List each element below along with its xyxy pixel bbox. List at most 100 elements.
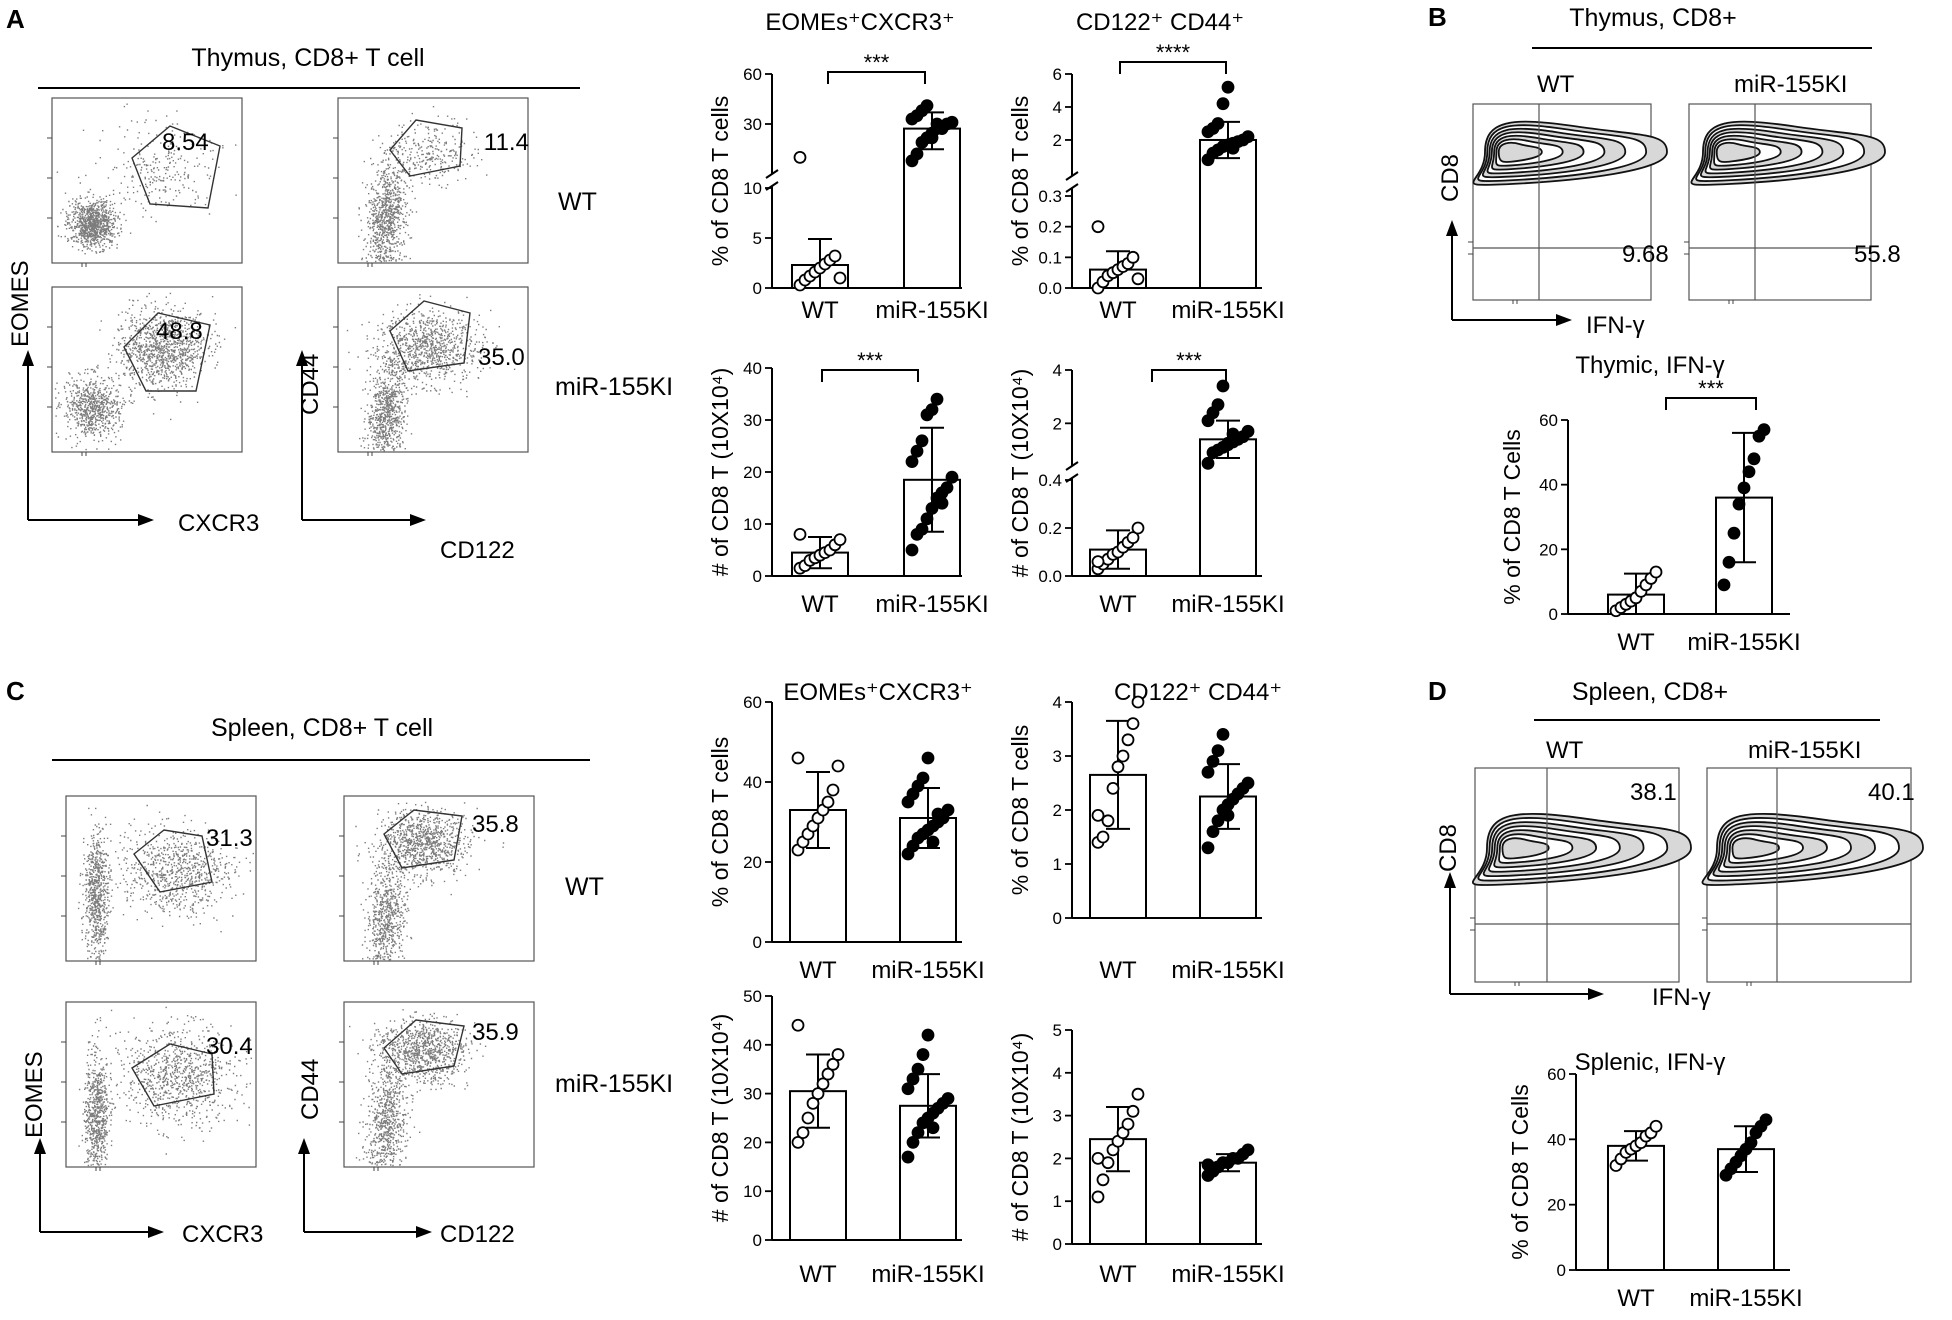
data-point-wt bbox=[1121, 733, 1135, 747]
y-tick-label: 2 bbox=[1053, 1149, 1062, 1168]
quadrant-value-b-wt: 9.68 bbox=[1622, 241, 1669, 268]
y-tick-label: 5 bbox=[1053, 1021, 1062, 1040]
data-point-wt bbox=[826, 783, 840, 797]
data-point-wt bbox=[806, 1096, 820, 1110]
data-point-mir-155ki bbox=[1241, 776, 1255, 790]
data-point-wt bbox=[1131, 695, 1145, 709]
x-category-label: miR-155KI bbox=[875, 591, 988, 618]
data-point-mir-155ki bbox=[905, 455, 919, 469]
data-point-mir-155ki bbox=[1744, 1136, 1758, 1149]
data-point-wt bbox=[1649, 1119, 1663, 1133]
axis-break-mark bbox=[765, 169, 779, 179]
panel-a-flow-axes bbox=[22, 350, 426, 526]
data-point-mir-155ki bbox=[1211, 814, 1225, 828]
significance-label: *** bbox=[864, 50, 890, 75]
data-point-mir-155ki bbox=[1737, 481, 1751, 495]
y-tick-label: 20 bbox=[743, 463, 762, 482]
data-point-wt bbox=[796, 1126, 810, 1140]
data-point-wt bbox=[1116, 749, 1130, 763]
data-point-wt bbox=[1091, 220, 1105, 234]
flow-plot-events bbox=[54, 292, 237, 451]
panel-d-col-ki: miR-155KI bbox=[1748, 737, 1861, 764]
data-point-wt bbox=[1091, 1152, 1105, 1165]
data-point-mir-155ki bbox=[925, 131, 939, 145]
chart-title: CD122⁺ CD44⁺ bbox=[1076, 9, 1244, 36]
data-point-mir-155ki bbox=[905, 543, 919, 557]
panel-letter-c: C bbox=[6, 676, 25, 706]
data-point-mir-155ki bbox=[1201, 1158, 1215, 1172]
data-point-wt bbox=[1096, 830, 1110, 844]
panel-c-row-label-wt: WT bbox=[565, 873, 604, 901]
y-tick-label: 0.3 bbox=[1038, 187, 1062, 206]
y-tick-label: 10 bbox=[743, 179, 762, 198]
data-point-wt bbox=[833, 271, 847, 285]
y-tick-label: 0 bbox=[1053, 909, 1062, 928]
data-point-mir-155ki bbox=[1221, 809, 1235, 822]
gate-polygon bbox=[131, 1043, 215, 1107]
data-point-wt bbox=[831, 1048, 845, 1061]
quadrant-value-d-wt: 38.1 bbox=[1630, 779, 1677, 806]
y-tick-label: 0 bbox=[1053, 1235, 1062, 1254]
y-tick-label: 40 bbox=[743, 359, 762, 378]
data-point-mir-155ki bbox=[925, 501, 939, 515]
flow-plot-a-eomes-ki bbox=[47, 286, 243, 456]
bar-chart-d-ifng: 0 20 40 60 % of CD8 T Cells Splenic, IFN-γ WT m… bbox=[1507, 1049, 1803, 1312]
y-tick-label: 3 bbox=[1053, 1107, 1062, 1126]
panel-letter-d: D bbox=[1428, 676, 1447, 706]
data-point-mir-155ki bbox=[945, 470, 959, 484]
y-tick-label: 0 bbox=[753, 279, 762, 298]
y-axis-label: % of CD8 T Cells bbox=[1507, 1084, 1533, 1260]
y-tick-label: 30 bbox=[743, 1085, 762, 1104]
x-category-label: miR-155KI bbox=[875, 297, 988, 324]
x-category-label: miR-155KI bbox=[1171, 297, 1284, 324]
data-point-wt bbox=[791, 1018, 805, 1032]
y-tick-label: 0.2 bbox=[1038, 218, 1062, 237]
contour-line bbox=[1497, 141, 1543, 163]
panel-a-row-label-ki: miR-155KI bbox=[555, 373, 673, 401]
y-tick-label: 4 bbox=[1053, 361, 1062, 380]
panel-b-axis-ifng: IFN-γ bbox=[1586, 312, 1645, 339]
quadrant-value-d-ki: 40.1 bbox=[1868, 779, 1915, 806]
data-point-mir-155ki bbox=[1759, 1113, 1773, 1127]
panel-a: A Thymus, CD8+ T cell WT miR-155KI 8.54 … bbox=[6, 4, 1285, 618]
y-tick-label: 30 bbox=[743, 411, 762, 430]
chart-title: Splenic, IFN-γ bbox=[1575, 1049, 1726, 1076]
bar-chart-a-pct-cd122: 0.0 0.1 0.2 0.3 2 4 6 % of CD8 T cells CD122⁺ CD… bbox=[1007, 9, 1285, 324]
data-point-mir-155ki bbox=[1216, 97, 1230, 111]
data-point-wt bbox=[1096, 1173, 1110, 1187]
data-point-mir-155ki bbox=[911, 1062, 925, 1076]
flow-plot-events bbox=[349, 1009, 491, 1167]
x-category-label: WT bbox=[1099, 1261, 1137, 1288]
data-point-mir-155ki bbox=[1216, 728, 1230, 741]
y-tick-label: 20 bbox=[743, 1133, 762, 1152]
data-point-mir-155ki bbox=[1747, 452, 1761, 466]
gate-value-a-cd44-ki: 35.0 bbox=[478, 344, 525, 371]
data-point-mir-155ki bbox=[1201, 841, 1215, 855]
panel-c-axis-cxcr3: CXCR3 bbox=[182, 1221, 263, 1248]
data-point-mir-155ki bbox=[1211, 117, 1225, 130]
panel-c-axis-cd44: CD44 bbox=[297, 1059, 324, 1120]
data-point-wt bbox=[1131, 1087, 1145, 1101]
gate-polygon bbox=[383, 1019, 465, 1075]
data-point-wt bbox=[1121, 1117, 1135, 1131]
data-point-mir-155ki bbox=[906, 1136, 920, 1149]
flow-plot-events bbox=[346, 294, 516, 452]
y-axis-label: % of CD8 T cells bbox=[1007, 96, 1033, 266]
panel-letter-b: B bbox=[1428, 2, 1447, 32]
panel-a-axis-cd44: CD44 bbox=[297, 354, 324, 415]
data-point-mir-155ki bbox=[1211, 398, 1225, 412]
x-category-label: WT bbox=[1617, 1285, 1655, 1312]
gate-polygon bbox=[133, 829, 213, 893]
data-point-mir-155ki bbox=[910, 147, 924, 161]
panel-c-axis-eomes: EOMES bbox=[21, 1051, 48, 1138]
y-tick-label: 20 bbox=[743, 853, 762, 872]
significance-bracket bbox=[1665, 397, 1757, 410]
data-point-wt bbox=[811, 1087, 825, 1100]
y-axis-label: % of CD8 T cells bbox=[707, 96, 733, 266]
bar-chart-a-num-eomes: 0 10 20 30 40 # of CD8 T (10X10⁴) WT miR-155KI *… bbox=[707, 348, 989, 618]
data-point-wt bbox=[1091, 555, 1105, 568]
y-tick-label: 20 bbox=[1547, 1196, 1566, 1215]
data-point-mir-155ki bbox=[920, 512, 934, 526]
